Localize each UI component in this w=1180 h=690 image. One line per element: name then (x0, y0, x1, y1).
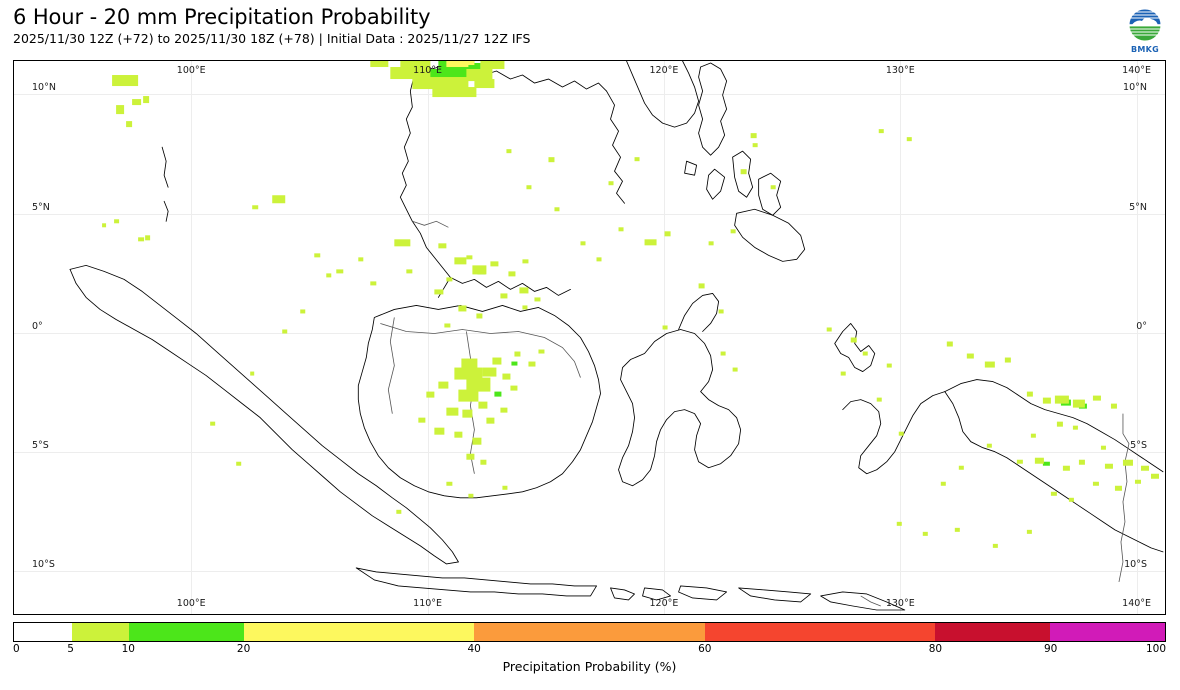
colorbar-band-5-10 (71, 623, 130, 641)
colorbar-tick: 90 (1044, 643, 1058, 655)
longitude-label-bottom: 130°E (885, 598, 915, 609)
precipitation-probability-layer (102, 61, 1159, 548)
colorbar-band-0-5 (14, 623, 72, 641)
latitude-label-left: 5°N (32, 201, 50, 213)
colorbar-tick: 20 (236, 643, 251, 655)
bmkg-logo-graphic (1128, 8, 1162, 42)
longitude-gridline (663, 61, 665, 614)
longitude-label-bottom: 100°E (176, 598, 206, 609)
bmkg-logo: BMKG (1119, 6, 1171, 54)
header: 6 Hour - 20 mm Precipitation Probability… (13, 4, 530, 47)
longitude-label-top: 100°E (176, 65, 206, 76)
map-canvas: 10°N 10°N 5°N 5°N 0° 0° 5°S 5°S 10°S 10°S 100°E 100… (14, 61, 1165, 614)
latitude-label-left: 0° (32, 320, 43, 332)
colorbar-tick: 100 (1145, 643, 1166, 655)
longitude-label-bottom: 140°E (1122, 598, 1152, 609)
latitude-label-right: 5°N (1129, 201, 1147, 213)
longitude-gridline (1136, 61, 1138, 614)
latitude-gridline (14, 332, 1165, 334)
colorbar-tick: 60 (698, 643, 712, 655)
map-frame[interactable]: 10°N 10°N 5°N 5°N 0° 0° 5°S 5°S 10°S 10°S 100°E 100… (13, 60, 1166, 615)
colorbar-label: Precipitation Probability (%) (502, 659, 677, 674)
longitude-gridline (427, 61, 429, 614)
latitude-label-right: 0° (1136, 320, 1147, 332)
latitude-label-left: 10°N (32, 82, 56, 94)
page-subtitle: 2025/11/30 12Z (+72) to 2025/11/30 18Z (… (13, 31, 531, 46)
latitude-label-left: 5°S (32, 439, 49, 451)
latitude-gridline (14, 571, 1165, 573)
colorbar-band-80-90 (934, 623, 1050, 641)
colorbar-band-90-100 (1049, 623, 1165, 641)
longitude-label-top: 110°E (413, 65, 443, 76)
page-title: 6 Hour - 20 mm Precipitation Probability (13, 5, 431, 29)
longitude-gridline (191, 61, 193, 614)
longitude-label-top: 140°E (1122, 65, 1152, 76)
longitude-label-top: 130°E (885, 65, 915, 76)
bmkg-logo-text: BMKG (1130, 45, 1160, 54)
colorbar-band-10-20 (129, 623, 245, 641)
colorbar-section: 0 5 10 20 40 60 80 90 100 Precipitation Probabil… (13, 622, 1166, 675)
colorbar-tick: 0 (13, 643, 20, 655)
latitude-label-right: 10°N (1123, 82, 1147, 94)
latitude-gridline (14, 213, 1165, 215)
colorbar-band-40-60 (474, 623, 705, 641)
longitude-label-bottom: 110°E (413, 598, 443, 609)
colorbar-tick: 10 (121, 643, 135, 655)
colorbar-tick: 80 (928, 643, 943, 655)
longitude-gridline (900, 61, 902, 614)
longitude-label-bottom: 120°E (649, 598, 679, 609)
colorbar-ticks: 0 5 10 20 40 60 80 90 100 (13, 643, 1166, 657)
longitude-label-top: 120°E (649, 65, 679, 76)
colorbar[interactable] (13, 622, 1166, 642)
colorbar-tick: 5 (67, 643, 74, 655)
latitude-gridline (14, 94, 1165, 96)
latitude-label-right: 10°S (1124, 559, 1147, 571)
colorbar-band-60-80 (704, 623, 935, 641)
latitude-label-left: 10°S (32, 559, 55, 571)
colorbar-tick: 40 (467, 643, 481, 655)
colorbar-band-20-40 (244, 623, 475, 641)
latitude-label-right: 5°S (1130, 439, 1147, 451)
latitude-gridline (14, 451, 1165, 453)
